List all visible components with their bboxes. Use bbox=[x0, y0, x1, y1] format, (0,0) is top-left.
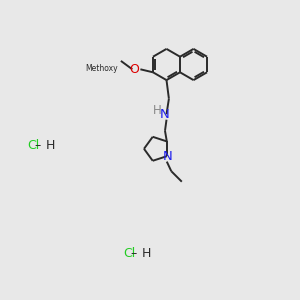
Text: H: H bbox=[142, 247, 151, 260]
Text: –: – bbox=[130, 247, 136, 260]
Text: N: N bbox=[160, 108, 170, 121]
Text: H: H bbox=[46, 139, 55, 152]
Text: Cl: Cl bbox=[27, 139, 39, 152]
Text: Methoxy: Methoxy bbox=[85, 64, 118, 73]
Text: N: N bbox=[163, 150, 172, 163]
Text: –: – bbox=[34, 139, 40, 152]
Text: O: O bbox=[129, 63, 139, 76]
Text: Cl: Cl bbox=[123, 247, 135, 260]
Text: H: H bbox=[152, 104, 161, 117]
